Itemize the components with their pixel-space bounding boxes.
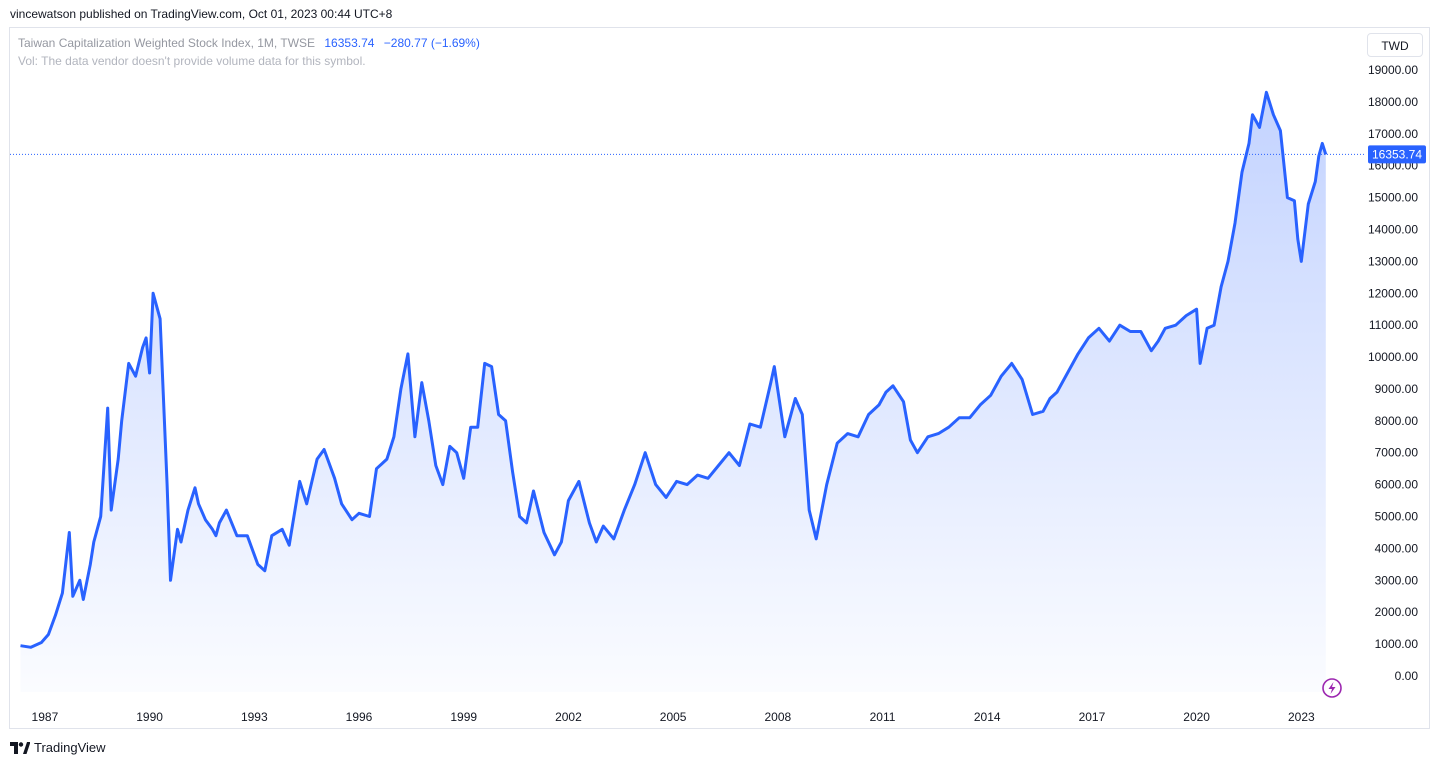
y-tick-label: 11000.00: [1369, 318, 1418, 332]
chart-frame: [9, 27, 1430, 729]
published-line: vincewatson published on TradingView.com…: [10, 7, 393, 21]
y-tick-label: 5000.00: [1375, 510, 1419, 524]
price-change: −280.77 (−1.69%): [383, 36, 480, 50]
x-axis[interactable]: 1987 1990 1993 1996 1999 2002 2005 2008 2011 2014…: [32, 710, 1315, 724]
y-tick-label: 15000.00: [1368, 191, 1418, 205]
y-tick-label: 14000.00: [1368, 222, 1418, 236]
last-price-label-text: 16353.74: [1372, 147, 1422, 161]
symbol-name[interactable]: Taiwan Capitalization Weighted Stock Ind…: [18, 36, 316, 50]
y-tick-label: 9000.00: [1375, 382, 1419, 396]
x-tick-label: 2023: [1288, 710, 1315, 724]
tradingview-logo-icon: [10, 741, 30, 754]
x-tick-label: 1993: [241, 710, 268, 724]
y-tick-label: 2000.00: [1375, 605, 1419, 619]
x-tick-label: 1996: [346, 710, 373, 724]
series-area: [20, 92, 1326, 692]
x-tick-label: 1990: [136, 710, 163, 724]
volume-legend: Vol: The data vendor doesn't provide vol…: [18, 54, 366, 68]
x-tick-label: 2020: [1183, 710, 1210, 724]
price-line-series: [20, 90, 1328, 649]
y-tick-label: 18000.00: [1368, 95, 1418, 109]
y-tick-label: 7000.00: [1375, 446, 1419, 460]
currency-button[interactable]: TWD: [1367, 33, 1423, 57]
last-price-label: 16353.74: [1368, 145, 1426, 164]
tradingview-brand: TradingView: [34, 740, 106, 755]
x-tick-label: 2008: [764, 710, 791, 724]
y-tick-label: 0.00: [1395, 669, 1419, 683]
x-tick-label: 2017: [1079, 710, 1106, 724]
y-tick-label: 19000.00: [1368, 63, 1418, 77]
y-tick-label: 1000.00: [1375, 637, 1419, 651]
x-tick-label: 2011: [870, 710, 896, 724]
y-tick-label: 8000.00: [1375, 414, 1419, 428]
x-tick-label: 2002: [555, 710, 582, 724]
y-tick-label: 3000.00: [1375, 573, 1419, 587]
last-price-label-bg: [1368, 145, 1426, 164]
y-tick-label: 17000.00: [1368, 127, 1418, 141]
y-tick-label: 4000.00: [1375, 541, 1419, 555]
series-line: [20, 90, 1328, 649]
x-tick-label: 2014: [974, 710, 1001, 724]
y-tick-label: 10000.00: [1368, 350, 1418, 364]
lightning-icon[interactable]: [1322, 678, 1342, 698]
area-fill: [20, 92, 1326, 692]
y-tick-label: 13000.00: [1368, 254, 1418, 268]
last-price: 16353.74: [324, 36, 375, 50]
y-tick-label: 6000.00: [1375, 478, 1419, 492]
y-tick-label: 12000.00: [1368, 286, 1418, 300]
x-tick-label: 2005: [660, 710, 687, 724]
tradingview-logo[interactable]: TradingView: [10, 740, 106, 755]
x-tick-label: 1987: [32, 710, 59, 724]
symbol-legend: Taiwan Capitalization Weighted Stock Ind…: [18, 36, 480, 50]
x-tick-label: 1999: [450, 710, 477, 724]
